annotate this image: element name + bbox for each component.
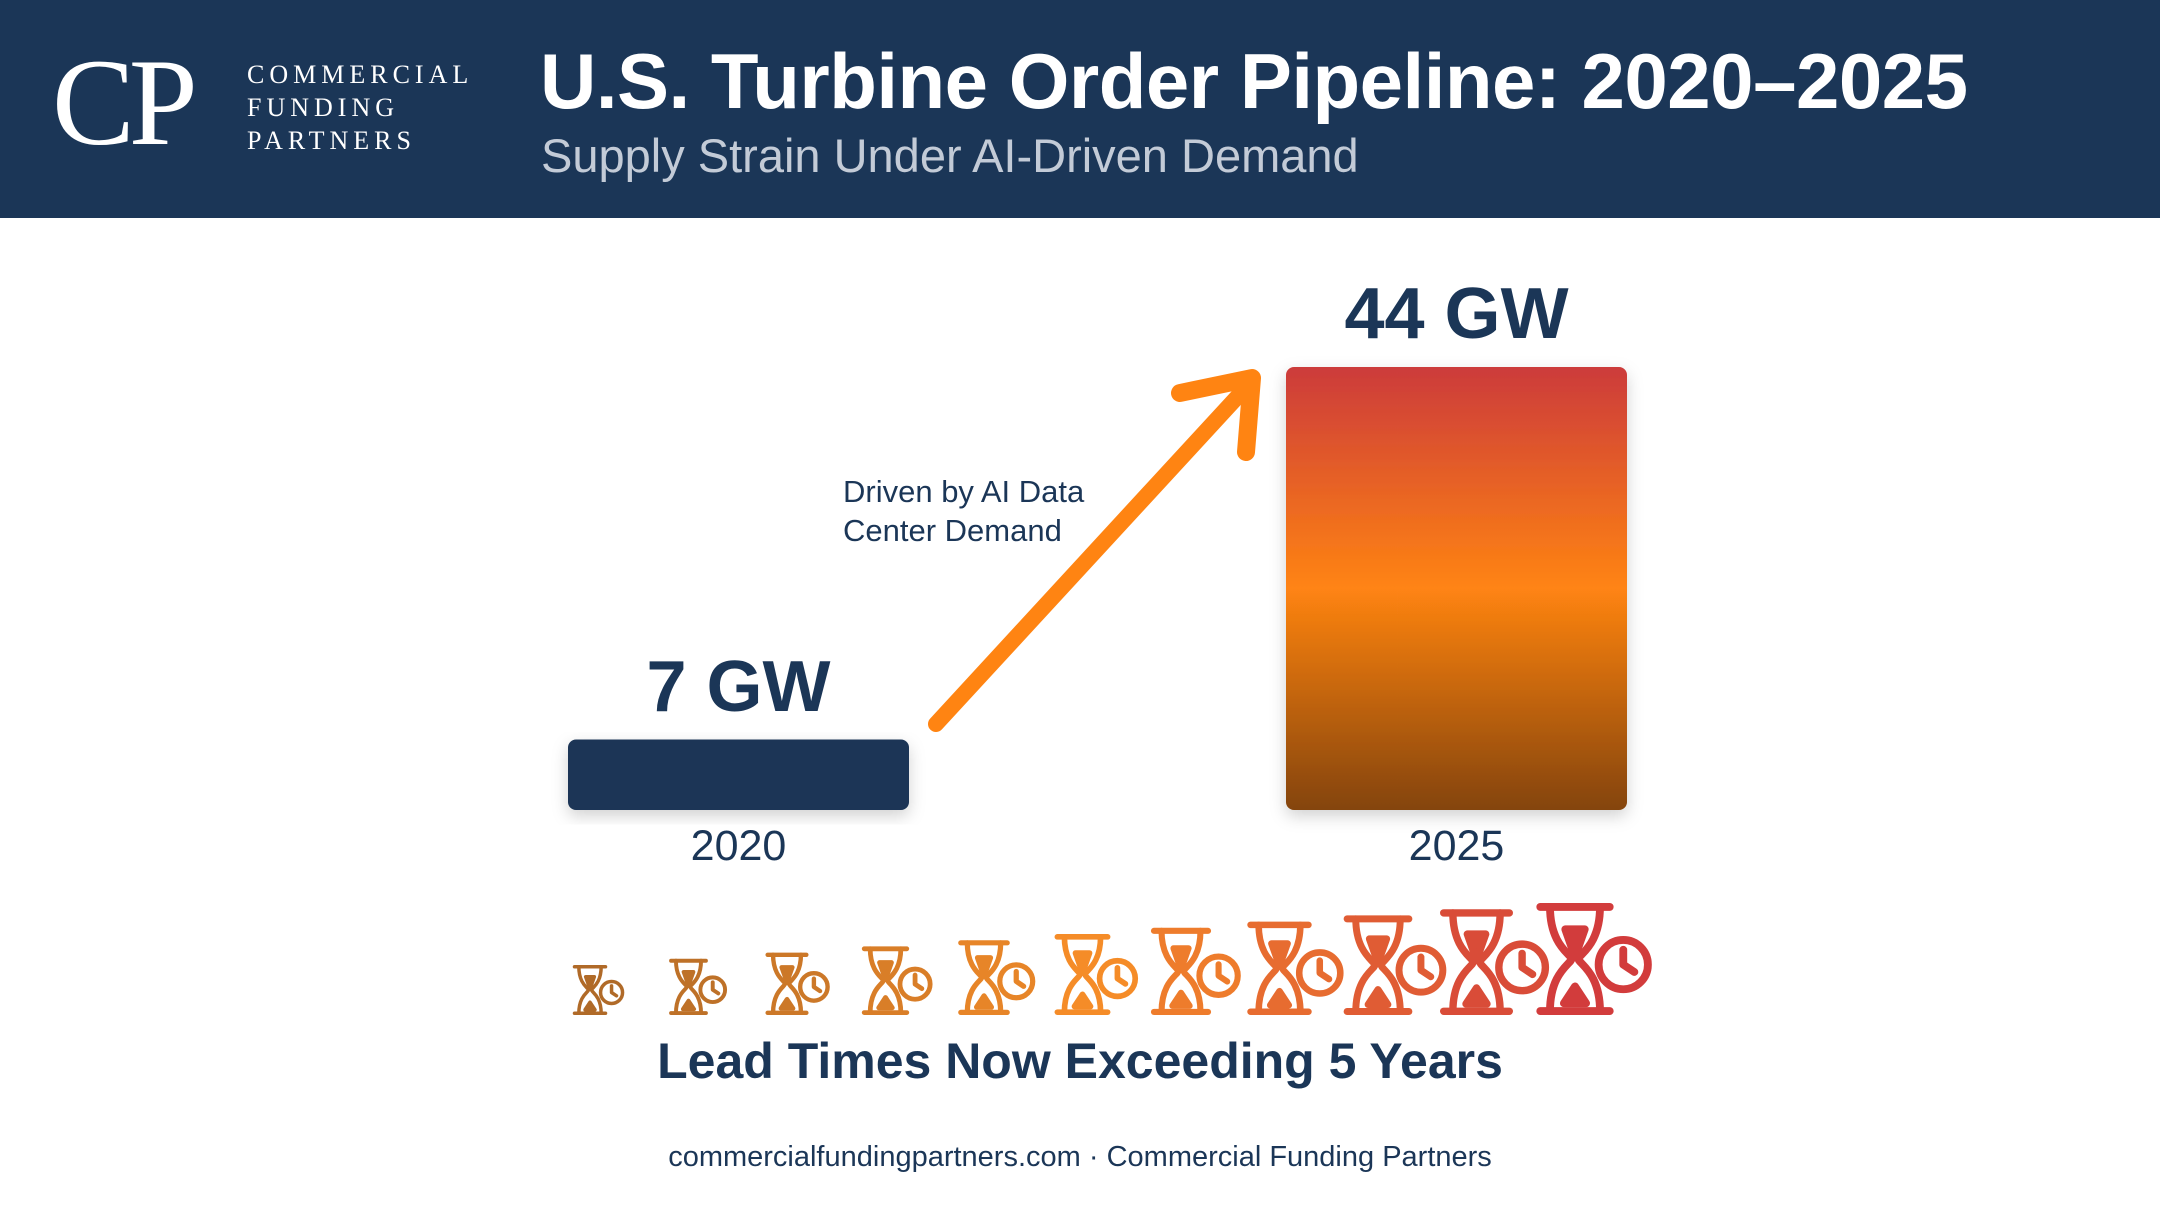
hourglass-clock-icon: [1054, 934, 1139, 1015]
bar-value-label-2025: 44 GW: [1344, 274, 1569, 354]
bar-value-label-2020: 7 GW: [646, 646, 831, 727]
hourglass-clock-icon: [1439, 909, 1550, 1016]
footer-separator: ·: [1080, 1141, 1107, 1173]
footer-website-link[interactable]: commercialfundingpartners.com: [668, 1141, 1081, 1173]
annotation-line-2: Center Demand: [843, 513, 1062, 548]
logo-wordmark: COMMERCIAL FUNDING PARTNERS: [247, 58, 473, 157]
bar-2025: [1286, 367, 1627, 810]
lead-times-caption: Lead Times Now Exceeding 5 Years: [657, 1033, 1503, 1089]
page-title: U.S. Turbine Order Pipeline: 2020–2025: [540, 37, 1968, 125]
hourglass-clock-icon: [1536, 903, 1652, 1015]
hourglass-clock-icon: [669, 958, 728, 1015]
hourglass-clock-icon: [1343, 915, 1447, 1015]
hourglass-clock-icon: [861, 946, 933, 1016]
category-label-2025: 2025: [1408, 822, 1505, 870]
logo-line-3: PARTNERS: [247, 126, 416, 155]
bar-2020: [568, 739, 909, 810]
logo-line-2: FUNDING: [247, 93, 399, 122]
logo-mark: CP: [52, 34, 198, 171]
hourglass-clock-icon: [765, 952, 830, 1016]
footer: commercialfundingpartners.com · Commerci…: [0, 1141, 2160, 1174]
annotation-line-1: Driven by AI Data: [843, 474, 1085, 509]
growth-annotation: Driven by AI Data Center Demand: [843, 472, 1143, 550]
bar-chart: [568, 367, 1652, 1016]
hourglass-clock-icon: [958, 940, 1036, 1015]
hourglass-clock-icon: [1150, 927, 1241, 1016]
header-banner: CP COMMERCIAL FUNDING PARTNERS U.S. Turb…: [0, 0, 2160, 218]
logo-line-1: COMMERCIAL: [247, 60, 474, 89]
category-label-2020: 2020: [690, 822, 787, 870]
page-subtitle: Supply Strain Under AI-Driven Demand: [541, 129, 1359, 182]
footer-company: Commercial Funding Partners: [1106, 1141, 1492, 1173]
growth-arrow: [928, 369, 1261, 732]
hourglass-clock-icon: [1247, 921, 1344, 1015]
hourglass-clock-icon: [572, 965, 625, 1015]
